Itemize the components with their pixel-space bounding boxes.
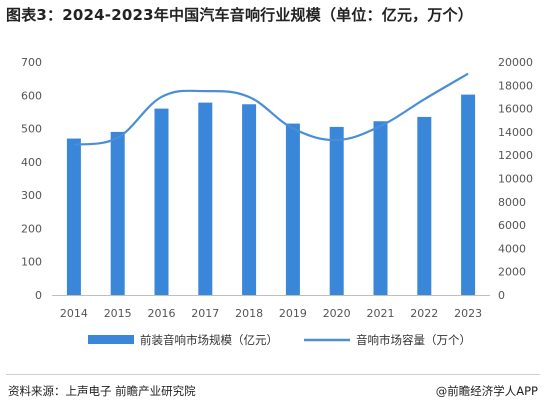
y-right-tick-label: 12000 (498, 149, 533, 162)
source-note: 资料来源：上声电子 前瞻产业研究院 (8, 383, 196, 399)
legend-bar-swatch (88, 335, 134, 344)
y-right-tick-label: 4000 (498, 242, 526, 255)
y-right-tick-label: 18000 (498, 79, 533, 92)
y-left-tick-label: 0 (35, 289, 42, 302)
bar (330, 127, 344, 295)
y-right-tick-label: 10000 (498, 173, 533, 186)
y-right-tick-label: 2000 (498, 266, 526, 279)
y-left-tick-label: 100 (21, 256, 42, 269)
x-tick-label: 2019 (279, 307, 307, 320)
x-tick-label: 2022 (410, 307, 438, 320)
brand-credit: @前瞻经济学人APP (436, 383, 538, 399)
bar (242, 104, 256, 295)
x-tick-label: 2016 (148, 307, 176, 320)
bar (67, 139, 81, 295)
y-left-tick-label: 300 (21, 189, 42, 202)
y-left-tick-label: 400 (21, 156, 42, 169)
bar (111, 132, 125, 295)
bar (374, 121, 388, 295)
bar (155, 109, 169, 295)
footer-divider (6, 374, 540, 375)
y-left-tick-label: 700 (21, 56, 42, 69)
y-right-tick-label: 6000 (498, 219, 526, 232)
y-right-tick-label: 14000 (498, 126, 533, 139)
x-tick-label: 2021 (367, 307, 395, 320)
x-tick-label: 2018 (235, 307, 263, 320)
bar (198, 103, 212, 295)
bar (461, 95, 475, 295)
x-tick-label: 2014 (60, 307, 88, 320)
bar (417, 117, 431, 295)
line-series-path (74, 74, 468, 145)
x-tick-label: 2023 (454, 307, 482, 320)
x-tick-label: 2017 (191, 307, 219, 320)
legend-line-label: 音响市场容量（万个） (356, 333, 471, 347)
y-left-tick-label: 600 (21, 89, 42, 102)
y-right-tick-label: 16000 (498, 103, 533, 116)
bar (286, 124, 300, 295)
x-tick-label: 2020 (323, 307, 351, 320)
y-right-tick-label: 8000 (498, 196, 526, 209)
y-left-tick-label: 500 (21, 123, 42, 136)
legend-bar-label: 前装音响市场规模（亿元） (140, 333, 278, 347)
y-right-tick-label: 0 (498, 289, 505, 302)
x-tick-label: 2015 (104, 307, 132, 320)
y-right-tick-label: 20000 (498, 56, 533, 69)
y-left-tick-label: 200 (21, 222, 42, 235)
